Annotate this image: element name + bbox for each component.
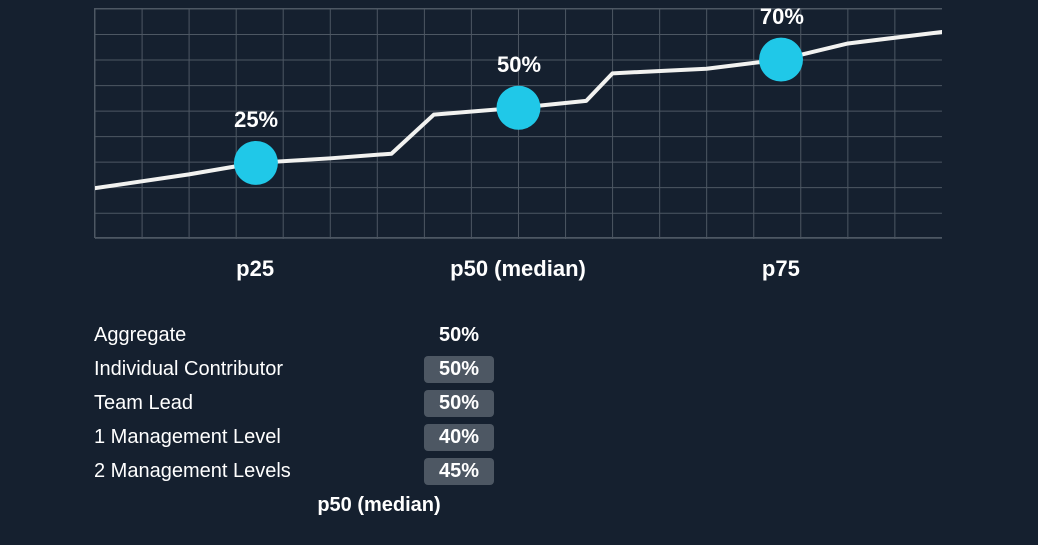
breakdown-row-label: 2 Management Levels xyxy=(94,460,424,483)
breakdown-row: 2 Management Levels45% xyxy=(94,454,594,488)
breakdown-row: Aggregate50% xyxy=(94,318,594,352)
breakdown-row-value: 50% xyxy=(424,390,494,417)
breakdown-table: Aggregate50%Individual Contributor50%Tea… xyxy=(94,318,594,488)
breakdown-row-value: 50% xyxy=(424,322,494,349)
marker-label-p25: 25% xyxy=(234,107,278,133)
breakdown-row-value: 45% xyxy=(424,458,494,485)
infographic-root: 25%50%70% p25p50 (median)p75 Aggregate50… xyxy=(0,0,1038,545)
marker-label-p50: 50% xyxy=(497,52,541,78)
axis-label-p50: p50 (median) xyxy=(450,256,586,282)
breakdown-row: 1 Management Level40% xyxy=(94,420,594,454)
marker-label-p75: 70% xyxy=(760,4,804,30)
marker-p25 xyxy=(234,141,278,185)
marker-p75 xyxy=(759,38,803,82)
breakdown-footer-label: p50 (median) xyxy=(317,494,440,517)
breakdown-row-label: 1 Management Level xyxy=(94,426,424,449)
breakdown-row-value: 40% xyxy=(424,424,494,451)
breakdown-row: Individual Contributor50% xyxy=(94,352,594,386)
percentile-chart: 25%50%70% xyxy=(94,8,942,238)
axis-label-p25: p25 xyxy=(236,256,274,282)
breakdown-footer: p50 (median) xyxy=(94,494,594,517)
breakdown-row-label: Team Lead xyxy=(94,392,424,415)
chart-svg xyxy=(95,9,942,239)
x-axis-labels: p25 p50 (median) p75 xyxy=(94,256,942,286)
axis-label-p75: p75 xyxy=(762,256,800,282)
breakdown-row-label: Individual Contributor xyxy=(94,358,424,381)
breakdown-row: Team Lead50% xyxy=(94,386,594,420)
breakdown-row-label: Aggregate xyxy=(94,324,424,347)
breakdown-row-value: 50% xyxy=(424,356,494,383)
marker-p50 xyxy=(497,86,541,130)
